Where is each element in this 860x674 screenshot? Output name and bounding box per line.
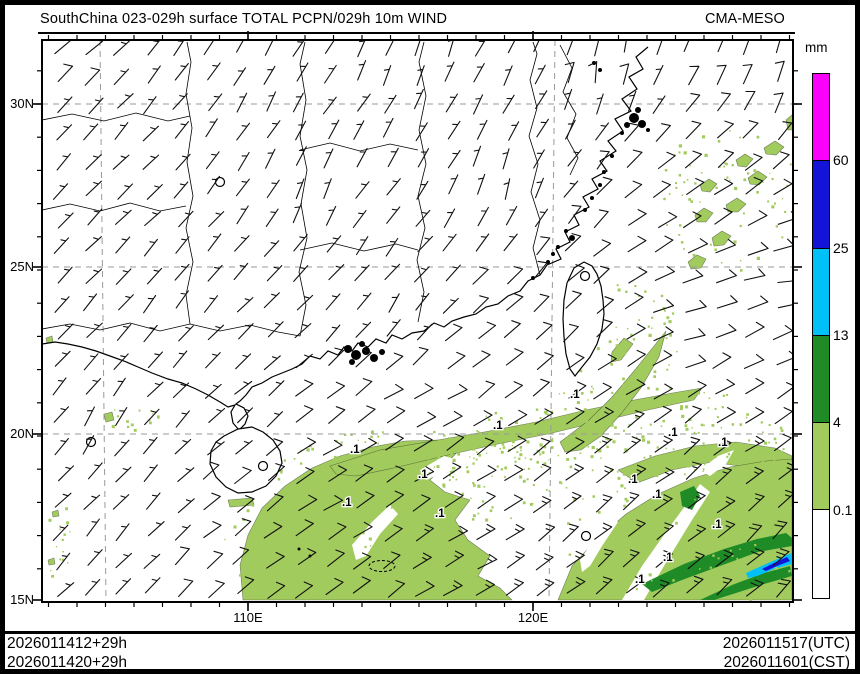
colorbar-segment bbox=[813, 74, 829, 162]
contour-label: .1 bbox=[570, 389, 580, 401]
colorbar-label-13: 13 bbox=[833, 326, 849, 343]
colorbar-segment bbox=[813, 423, 829, 511]
city-marker bbox=[579, 270, 591, 282]
init-time-utc: 2026011412+29h bbox=[7, 635, 127, 652]
city-marker bbox=[257, 460, 269, 472]
city-marker bbox=[214, 176, 226, 188]
contour-label: .1 bbox=[350, 444, 360, 456]
map-frame-and-ticks bbox=[33, 31, 802, 611]
precipitation-shading bbox=[45, 114, 792, 601]
colorbar-unit-label: mm bbox=[805, 40, 828, 55]
lon-label-120e: 120E bbox=[517, 610, 549, 625]
lon-label-110e: 110E bbox=[233, 610, 263, 625]
colorbar-segment bbox=[813, 510, 829, 598]
valid-time-block: 2026011517(UTC) 2026011601(CST) bbox=[723, 634, 850, 672]
init-time-cst: 2026011420+29h bbox=[7, 654, 127, 671]
contour-label: .1 bbox=[628, 474, 638, 486]
contour-label: .1 bbox=[718, 437, 728, 449]
contour-label: .1 bbox=[435, 508, 445, 520]
contour-label: .1 bbox=[418, 469, 428, 481]
colorbar-segment bbox=[813, 335, 829, 424]
model-name: CMA-MESO bbox=[705, 11, 785, 27]
precipitation-colorbar bbox=[812, 73, 830, 599]
lat-label-25n: 25N bbox=[10, 259, 34, 274]
contour-label: .1 bbox=[712, 519, 722, 531]
reef-ring bbox=[368, 560, 396, 572]
contour-label: .1 bbox=[652, 489, 662, 501]
footer-rule bbox=[0, 631, 860, 634]
contour-label: .1 bbox=[668, 427, 678, 439]
map-content: .1 .1 .1 .1 .1 .1 .1 .1 .1 .1 .1 .1 .1 bbox=[43, 41, 792, 601]
valid-time-cst: 2026011601(CST) bbox=[723, 654, 850, 671]
colorbar-label-4: 4 bbox=[833, 414, 841, 431]
contour-label: .1 bbox=[663, 552, 673, 564]
lat-label-15n: 15N bbox=[10, 592, 34, 607]
valid-time-utc: 2026011517(UTC) bbox=[722, 635, 850, 652]
coastlines-and-borders bbox=[43, 41, 650, 572]
colorbar-segment bbox=[813, 161, 829, 249]
init-time-block: 2026011412+29h 2026011420+29h bbox=[7, 634, 127, 672]
colorbar-label-0.1: 0.1 bbox=[833, 501, 853, 518]
wind-barbs bbox=[52, 41, 792, 599]
lat-label-30n: 30N bbox=[10, 96, 34, 111]
contour-label: .1 bbox=[493, 420, 503, 432]
colorbar-label-25: 25 bbox=[833, 239, 849, 256]
city-marker bbox=[580, 530, 592, 542]
title-rule bbox=[38, 32, 795, 34]
page-title: SouthChina 023-029h surface TOTAL PCPN/0… bbox=[40, 11, 448, 27]
graticule bbox=[43, 41, 792, 601]
contour-label: .1 bbox=[635, 574, 645, 586]
colorbar-label-60: 60 bbox=[833, 152, 849, 169]
contour-label: .1 bbox=[342, 497, 352, 509]
lat-label-20n: 20N bbox=[10, 426, 34, 441]
contour-labels: .1 .1 .1 .1 .1 .1 .1 .1 .1 .1 .1 .1 .1 bbox=[341, 388, 730, 588]
colorbar-segment bbox=[813, 248, 829, 336]
